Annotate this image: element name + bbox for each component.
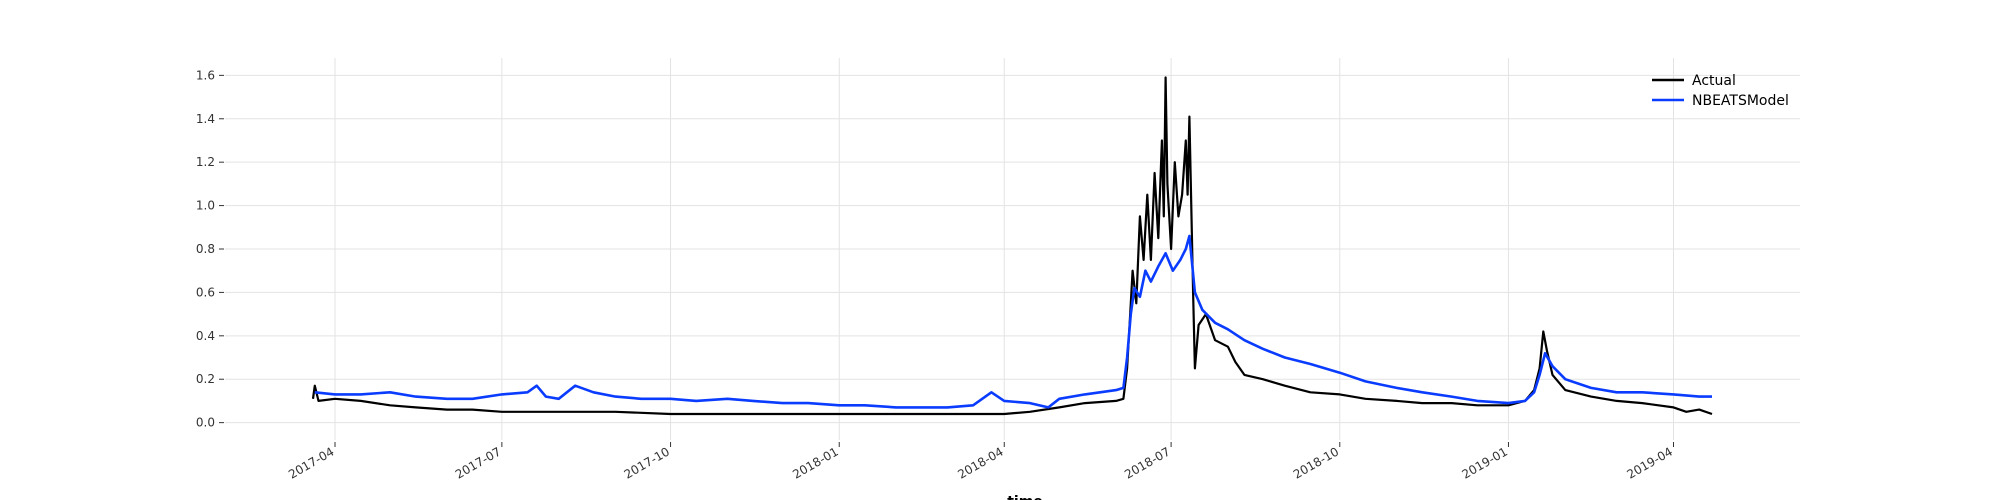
x-tick-label: 2019-04	[1625, 444, 1675, 481]
y-tick-label: 0.6	[196, 285, 215, 299]
y-tick-label: 1.4	[196, 112, 215, 126]
x-tick-label: 2019-01	[1460, 444, 1510, 481]
x-tick-label: 2018-01	[790, 444, 840, 481]
y-axis: 0.0 0.2 0.4 0.6 0.8 1.0 1.2 1.4 1.6	[196, 68, 224, 430]
x-tick-label: 2017-07	[453, 444, 503, 481]
series-layer	[311, 76, 1713, 416]
y-tick-label: 1.6	[196, 68, 215, 82]
x-tick-label: 2018-07	[1122, 444, 1172, 481]
x-axis-label: time	[1007, 494, 1043, 500]
legend: Actual NBEATSModel	[1652, 73, 1789, 109]
y-tick-label: 1.0	[196, 199, 215, 213]
y-tick-label: 0.0	[196, 416, 215, 430]
y-tick-label: 1.2	[196, 155, 215, 169]
series-line-actual	[311, 76, 1713, 416]
y-tick-label: 0.4	[196, 329, 215, 343]
y-tick-label: 0.2	[196, 372, 215, 386]
legend-label: Actual	[1692, 73, 1736, 89]
x-axis: 2017-04 2017-07 2017-10 2018-01 2018-04 2018-…	[286, 442, 1675, 482]
x-tick-label: 2017-04	[286, 444, 336, 481]
y-tick-label: 0.8	[196, 242, 215, 256]
series-line-nbeatsmodel	[314, 234, 1712, 409]
x-tick-label: 2018-04	[955, 444, 1005, 481]
legend-label: NBEATSModel	[1692, 93, 1789, 109]
x-tick-label: 2018-10	[1291, 444, 1341, 481]
x-tick-label: 2017-10	[622, 444, 672, 481]
y-grid	[225, 74, 1800, 424]
